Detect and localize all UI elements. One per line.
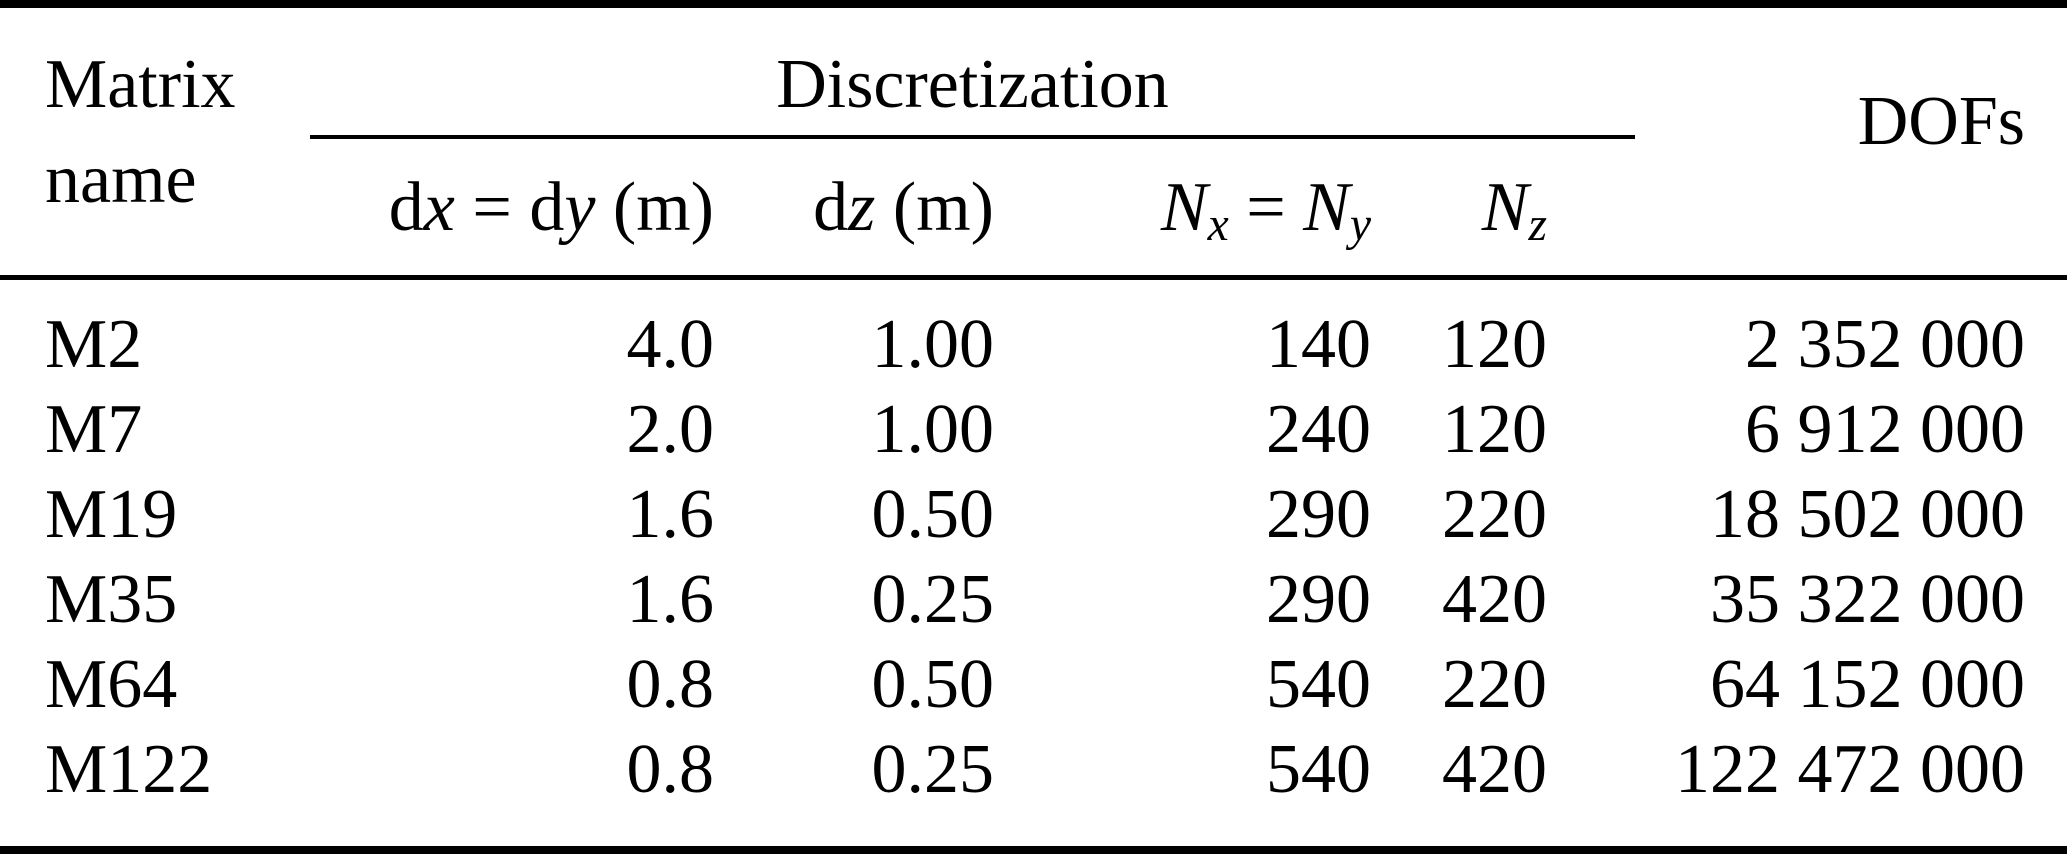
cell-dofs: 2 352 000 xyxy=(1745,306,2025,383)
cell-dx-dy: 0.8 xyxy=(626,731,715,808)
cell-nz: 420 xyxy=(1442,561,1547,638)
cell-dx-dy: 1.6 xyxy=(626,476,715,553)
table-row-m35: M35 1.6 0.25 290 420 35 322 000 xyxy=(0,557,2067,642)
cell-nx-ny: 540 xyxy=(1266,731,1371,808)
cell-dx-dy: 4.0 xyxy=(626,306,715,383)
header-matrix-name: Matrix name xyxy=(0,4,310,280)
cell-dx-dy: 1.6 xyxy=(626,561,715,638)
cell-dz: 0.25 xyxy=(871,731,995,808)
table-row-m7: M7 2.0 1.00 240 120 6 912 000 xyxy=(0,387,2067,472)
header-row-sub: dx = dy (m) dz (m) Nx = Ny Nz xyxy=(0,137,2067,280)
table-header: Matrix name Discretization DOFs dx = dy … xyxy=(0,4,2067,280)
header-row-top: Matrix name Discretization DOFs xyxy=(0,4,2067,280)
cell-dz: 0.50 xyxy=(871,646,995,723)
cell-matrix-name: M35 xyxy=(45,561,178,638)
cell-dofs: 122 472 000 xyxy=(1675,731,2025,808)
cell-nx-ny: 290 xyxy=(1266,561,1371,638)
cell-dx-dy: 2.0 xyxy=(626,391,715,468)
cell-matrix-name: M19 xyxy=(45,476,178,553)
header-nz: Nz xyxy=(1375,137,1635,280)
header-matrix-line1: Matrix xyxy=(45,46,236,123)
table-row-m19: M19 1.6 0.50 290 220 18 502 000 xyxy=(0,472,2067,557)
cell-nx-ny: 290 xyxy=(1266,476,1371,553)
cell-dofs: 35 322 000 xyxy=(1710,561,2025,638)
cell-dofs: 64 152 000 xyxy=(1710,646,2025,723)
header-group-discretization: Discretization xyxy=(310,4,1635,139)
table-row-m2: M2 4.0 1.00 140 120 2 352 000 xyxy=(0,278,2067,388)
cell-nz: 220 xyxy=(1442,646,1547,723)
table-row-m64: M64 0.8 0.50 540 220 64 152 000 xyxy=(0,642,2067,727)
table-body: M2 4.0 1.00 140 120 2 352 000 M7 2.0 1.0… xyxy=(0,278,2067,851)
cell-dz: 0.25 xyxy=(871,561,995,638)
cell-matrix-name: M2 xyxy=(45,306,143,383)
cell-matrix-name: M64 xyxy=(45,646,178,723)
table-row-m122: M122 0.8 0.25 540 420 122 472 000 xyxy=(0,727,2067,850)
cell-nz: 420 xyxy=(1442,731,1547,808)
cell-dz: 0.50 xyxy=(871,476,995,553)
cell-matrix-name: M7 xyxy=(45,391,143,468)
header-dz: dz (m) xyxy=(720,137,1000,280)
cell-dx-dy: 0.8 xyxy=(626,646,715,723)
cell-dofs: 6 912 000 xyxy=(1745,391,2025,468)
header-dx-dy: dx = dy (m) xyxy=(310,137,720,280)
cell-nx-ny: 140 xyxy=(1266,306,1371,383)
cell-dz: 1.00 xyxy=(871,306,995,383)
cell-nz: 220 xyxy=(1442,476,1547,553)
cell-nx-ny: 240 xyxy=(1266,391,1371,468)
header-dofs: DOFs xyxy=(1635,4,2067,280)
header-nx-ny: Nx = Ny xyxy=(1000,137,1375,280)
cell-dofs: 18 502 000 xyxy=(1710,476,2025,553)
cell-nx-ny: 540 xyxy=(1266,646,1371,723)
cell-dz: 1.00 xyxy=(871,391,995,468)
cell-nz: 120 xyxy=(1442,391,1547,468)
cell-matrix-name: M122 xyxy=(45,731,213,808)
cell-nz: 120 xyxy=(1442,306,1547,383)
header-matrix-line2: name xyxy=(45,140,197,218)
